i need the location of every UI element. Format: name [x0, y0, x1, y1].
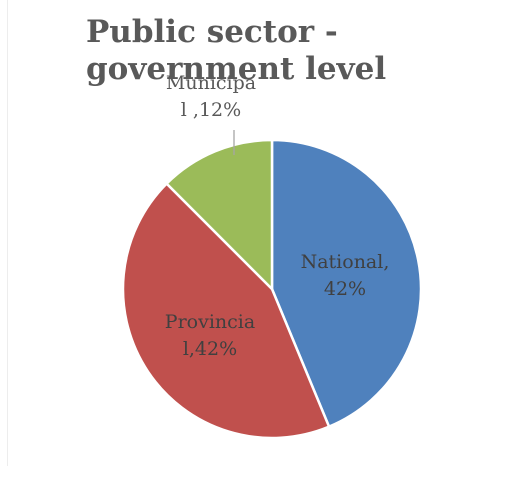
- pie-slice-provincial: [121, 182, 331, 440]
- data-label-municipal: Municipa l ,12%: [166, 72, 256, 121]
- pie-slice-municipal: [165, 138, 274, 291]
- data-label-line: 42%: [324, 278, 366, 300]
- data-label-line: l ,12%: [181, 99, 241, 121]
- chart-frame-border: [7, 0, 8, 466]
- pie-slices: [121, 138, 423, 440]
- pie-slice-national: [270, 138, 423, 428]
- data-label-line: National,: [301, 251, 390, 273]
- data-label-line: l,42%: [183, 338, 237, 360]
- data-label-line: Municipa: [166, 72, 256, 94]
- chart-title: Public sector - government level: [86, 14, 387, 87]
- data-label-national: National, 42%: [301, 251, 390, 300]
- data-label-provincial: Provincia l,42%: [165, 311, 255, 360]
- data-label-line: Provincia: [165, 311, 255, 333]
